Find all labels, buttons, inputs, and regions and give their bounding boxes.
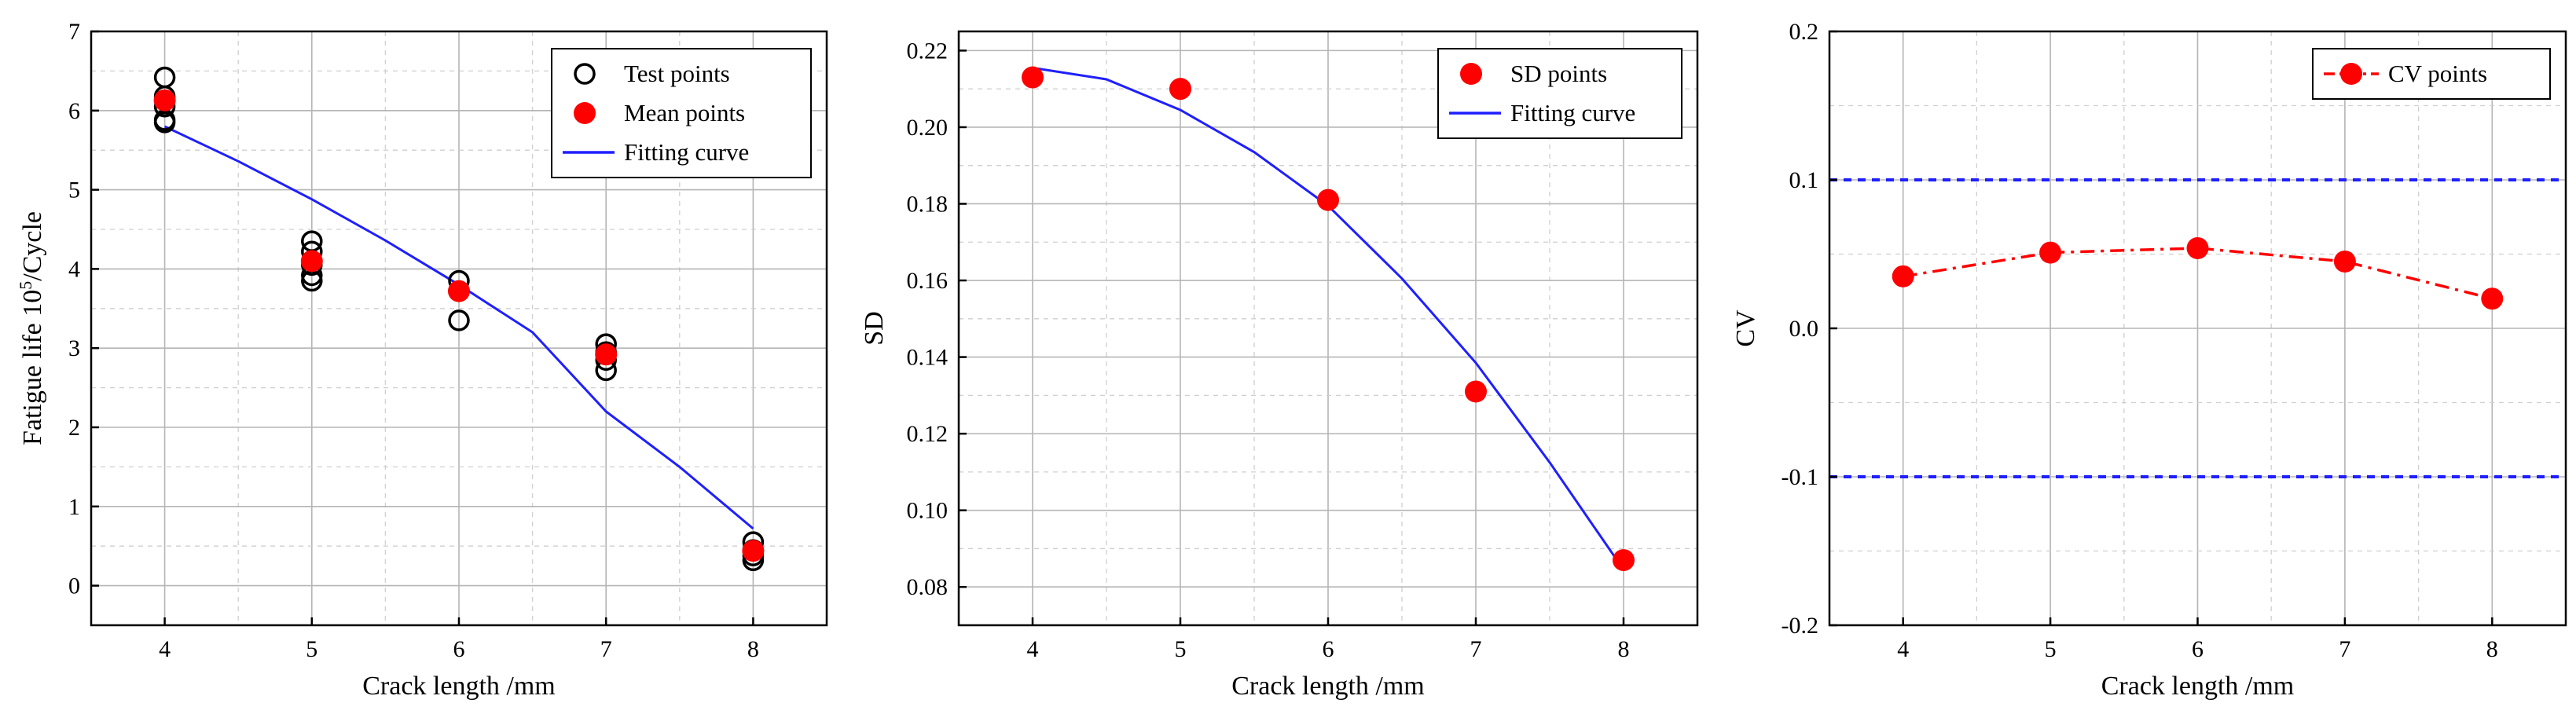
cv-point (2039, 241, 2062, 264)
x-tick-label: 8 (747, 636, 759, 662)
sd-point (1465, 380, 1487, 403)
fatigue-life-chart: 4 5 6 7 8 0 1 2 3 4 5 6 7 Crack length /mm Fatigue lif… (16, 19, 828, 701)
y-tick-label: 0.0 (1789, 316, 1819, 342)
cv-point (2481, 287, 2504, 310)
y-tick-label: 4 (68, 256, 80, 282)
x-tick-label: 6 (453, 636, 465, 662)
y-tick-label: 0.10 (907, 498, 949, 524)
y-tick-label: 3 (68, 335, 80, 361)
y-tick-label: 0.08 (907, 574, 949, 600)
cv-point (2333, 250, 2356, 273)
x-tick-label: 4 (1027, 636, 1039, 662)
x-tick-label: 6 (1323, 636, 1334, 662)
x-tick-label: 5 (2045, 636, 2057, 662)
x-tick-label: 4 (159, 636, 171, 662)
y-tick-label: 0.14 (907, 345, 949, 371)
y-tick-label: 0.20 (907, 115, 949, 141)
x-axis-title: Crack length /mm (2101, 672, 2295, 701)
x-tick-label: 8 (1618, 636, 1630, 662)
x-tick-label: 6 (2192, 636, 2204, 662)
legend-label: Fitting curve (624, 138, 749, 166)
legend-marker (1460, 63, 1482, 85)
legend: CV points (2312, 48, 2551, 100)
cv-line (1903, 247, 2493, 300)
legend: Test points Mean points Fitting curve (551, 48, 812, 178)
sd-chart: 4 5 6 7 8 0.08 0.10 0.12 0.14 0.16 0.18 0.20 0.22 Cra… (860, 30, 1699, 701)
legend-label: Fitting curve (1510, 99, 1635, 126)
x-axis-title: Crack length /mm (1231, 672, 1425, 701)
legend-label: CV points (2388, 60, 2487, 87)
x-tick-label: 5 (1175, 636, 1187, 662)
mean-point (595, 343, 618, 366)
y-tick-label: 0.2 (1789, 19, 1819, 45)
y-tick-label: -0.1 (1782, 464, 1819, 490)
test-point (448, 309, 470, 331)
x-tick-label: 5 (306, 636, 317, 662)
x-tick-label: 7 (1470, 636, 1482, 662)
mean-point (153, 89, 176, 112)
y-tick-label: 5 (68, 178, 80, 203)
cv-point (2186, 236, 2209, 259)
legend-label: Test points (624, 60, 730, 87)
y-tick-label: 7 (68, 19, 80, 45)
legend-marker (574, 63, 596, 85)
y-tick-label: 0.16 (907, 268, 949, 294)
x-tick-label: 7 (600, 636, 612, 662)
x-tick-label: 4 (1897, 636, 1909, 662)
x-tick-label: 7 (2339, 636, 2350, 662)
mean-point (742, 540, 765, 562)
x-tick-label: 8 (2486, 636, 2498, 662)
y-tick-label: 6 (68, 98, 80, 124)
sd-point (1022, 66, 1044, 89)
y-tick-label: 0.22 (907, 38, 949, 64)
legend-label: SD points (1510, 60, 1607, 87)
sd-point (1317, 189, 1339, 211)
y-tick-label: -0.2 (1782, 613, 1819, 639)
mean-point (300, 250, 323, 273)
test-point (153, 112, 176, 134)
sd-point (1169, 78, 1191, 101)
legend-marker (574, 102, 596, 124)
mean-point (448, 280, 470, 302)
y-tick-label: 0 (68, 573, 80, 599)
legend-label: Mean points (624, 99, 745, 126)
legend: SD points Fitting curve (1437, 48, 1682, 139)
y-tick-label: 0.1 (1789, 167, 1819, 193)
y-axis-title: SD (860, 311, 889, 345)
legend-box (1437, 48, 1682, 139)
cv-chart: 4 5 6 7 8 -0.2 -0.1 0.0 0.1 0.2 Crack length /mm CV… (1731, 19, 2567, 701)
sd-point (1613, 549, 1635, 572)
legend-marker (2340, 63, 2362, 85)
y-tick-label: 0.12 (907, 421, 949, 447)
cv-point (1892, 265, 1914, 287)
y-axis-title: CV (1731, 309, 1760, 347)
y-tick-label: 1 (68, 494, 80, 520)
x-axis-title: Crack length /mm (362, 672, 556, 701)
y-tick-label: 0.18 (907, 191, 949, 217)
y-tick-label: 2 (68, 415, 80, 441)
y-axis-title: Fatigue life 105/Cycle (16, 211, 47, 445)
